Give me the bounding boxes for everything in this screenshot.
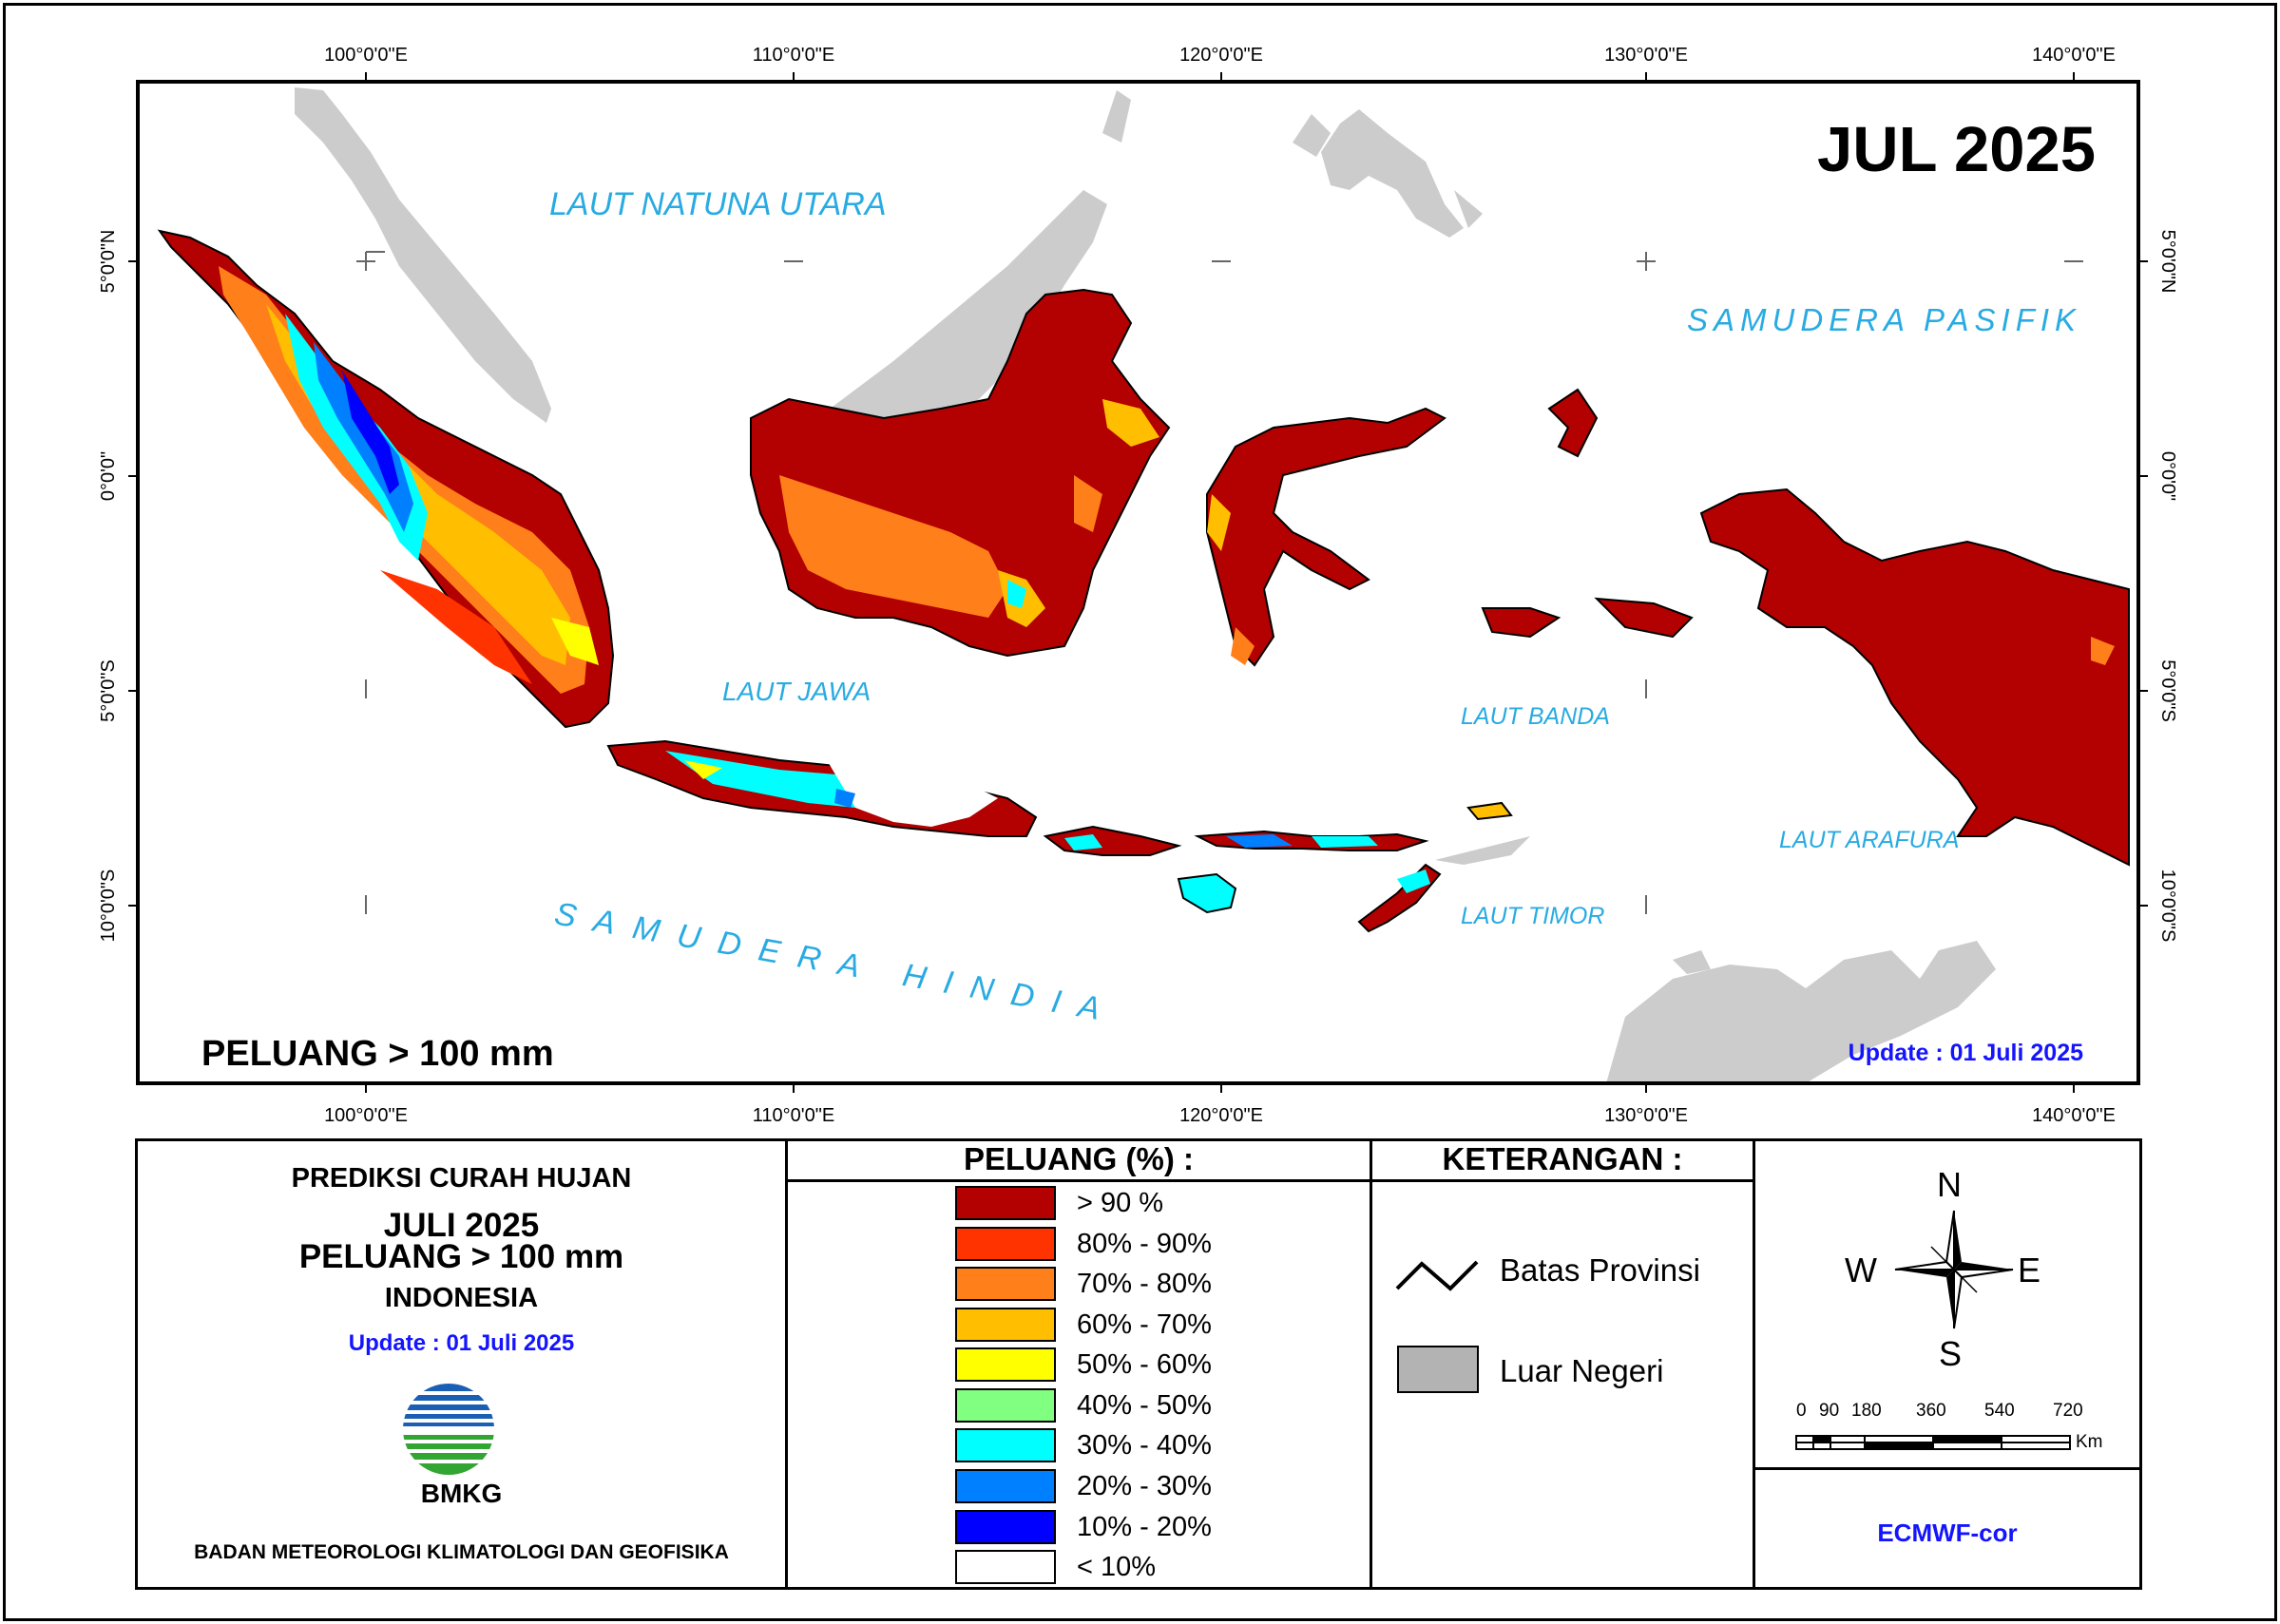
map-frame <box>3 3 2277 1621</box>
lon-tick-bottom: 130°0'0"E <box>1604 1105 1688 1126</box>
scale-bar <box>1795 1435 2071 1450</box>
legend-swatch <box>955 1510 1056 1544</box>
scale-tick-label: 360 <box>1916 1401 1946 1421</box>
legend-swatch <box>955 1388 1056 1423</box>
legend-label: 70% - 80% <box>1077 1269 1212 1299</box>
sea-label: LAUT BANDA <box>1461 703 1610 730</box>
scale-tick-label: 0 <box>1796 1401 1807 1421</box>
lat-tick-left: 5°0'0"S <box>98 659 119 722</box>
info-panel <box>135 1138 788 1590</box>
legend-label: 40% - 50% <box>1077 1390 1212 1421</box>
month-label: JUL 2025 <box>1817 114 2096 185</box>
halmahera-island <box>1547 388 1599 458</box>
compass-w: W <box>1845 1251 1877 1290</box>
legend-swatch <box>955 1428 1056 1462</box>
lat-tick-right: 5°0'0"N <box>2157 230 2178 294</box>
alor-island <box>1466 801 1513 821</box>
legend-swatch <box>955 1347 1056 1382</box>
info-update: Update : 01 Juli 2025 <box>348 1330 575 1356</box>
legend-swatch <box>955 1186 1056 1220</box>
keterangan-title: KETERANGAN : <box>1442 1141 1683 1176</box>
lat-tick-right: 10°0'0"S <box>2157 869 2178 943</box>
lon-tick-top: 130°0'0"E <box>1604 45 1688 66</box>
legend-swatch <box>955 1227 1056 1261</box>
province-boundary-icon <box>1395 1260 1479 1291</box>
scale-tick-label: 540 <box>1984 1401 2015 1421</box>
luar-negeri-label: Luar Negeri <box>1500 1353 1664 1388</box>
info-title: PREDIKSI CURAH HUJAN <box>291 1163 632 1194</box>
scale-tick-label: 90 <box>1819 1401 1840 1421</box>
lon-tick-bottom: 110°0'0"E <box>753 1105 834 1126</box>
lat-tick-left: 0°0'0" <box>98 451 119 501</box>
legend-swatch <box>955 1267 1056 1301</box>
scale-unit: Km <box>2076 1432 2103 1452</box>
sea-label: LAUT JAWA <box>722 677 871 706</box>
peluang-label: PELUANG > 100 mm <box>201 1034 554 1074</box>
sea-label: LAUT TIMOR <box>1461 903 1604 929</box>
keterangan-header <box>1370 1138 1755 1182</box>
sea-label: LAUT ARAFURA <box>1779 827 1959 853</box>
lon-tick-top: 120°0'0"E <box>1179 45 1263 66</box>
lon-labels: 100°0'0"E 110°0'0"E 120°0'0"E 130°0'0"E … <box>324 45 2116 1126</box>
bmkg-logo-text: BMKG <box>420 1479 503 1508</box>
model-label: ECMWF-cor <box>1877 1519 2018 1547</box>
legend-label: 20% - 30% <box>1077 1471 1212 1501</box>
info-threshold: PELUANG > 100 mm <box>298 1238 624 1275</box>
seram-island <box>1594 597 1694 639</box>
lat-tick-right: 0°0'0" <box>2157 451 2178 501</box>
legend-label: < 10% <box>1077 1552 1157 1582</box>
sumba-island <box>1177 872 1237 914</box>
lon-tick-bottom: 140°0'0"E <box>2032 1105 2116 1126</box>
graticule <box>356 251 2083 914</box>
compass-panel <box>1753 1138 2142 1590</box>
info-region: INDONESIA <box>384 1283 539 1313</box>
compass-n: N <box>1937 1165 1962 1204</box>
update-label: Update : 01 Juli 2025 <box>1849 1040 2083 1066</box>
axis-ticks <box>128 72 2148 1093</box>
legend-label: > 90 % <box>1077 1188 1164 1218</box>
papua-island <box>1699 487 2130 867</box>
scale-tick-label: 720 <box>2053 1401 2083 1421</box>
lat-tick-right: 5°0'0"S <box>2157 659 2178 722</box>
legend-swatch <box>955 1550 1056 1584</box>
info-month: JULI 2025 <box>383 1207 540 1244</box>
legend-swatch <box>955 1308 1056 1342</box>
lon-tick-bottom: 120°0'0"E <box>1179 1105 1263 1126</box>
lat-labels: 5°0'0"N 0°0'0" 5°0'0"S 10°0'0"S 5°0'0"N … <box>98 230 2178 943</box>
legend-label: 80% - 90% <box>1077 1229 1212 1259</box>
legend-title: PELUANG (%) : <box>964 1141 1194 1176</box>
lon-tick-top: 100°0'0"E <box>324 45 408 66</box>
foreign-land <box>295 87 1996 1081</box>
lat-tick-left: 10°0'0"S <box>98 869 119 943</box>
sea-label: LAUT NATUNA UTARA <box>549 186 887 222</box>
north-arrow-icon <box>1894 1210 2014 1329</box>
legend-header <box>785 1138 1372 1182</box>
bmkg-logo <box>403 1384 494 1475</box>
lat-tick-left: 5°0'0"N <box>98 230 119 294</box>
legend-label: 10% - 20% <box>1077 1512 1212 1542</box>
sea-label: SAMUDERA PASIFIK <box>1687 302 2081 337</box>
panel-divider <box>1753 1467 2142 1470</box>
compass-s: S <box>1939 1334 1963 1373</box>
lon-tick-top: 140°0'0"E <box>2032 45 2116 66</box>
legend-panel <box>785 1138 1372 1590</box>
legend-swatch <box>955 1469 1056 1503</box>
legend-label: 60% - 70% <box>1077 1309 1212 1340</box>
lon-tick-top: 110°0'0"E <box>753 45 834 66</box>
buru-island <box>1481 607 1562 639</box>
legend-label: 30% - 40% <box>1077 1430 1212 1461</box>
lon-tick-bottom: 100°0'0"E <box>324 1105 408 1126</box>
legend-label: 50% - 60% <box>1077 1349 1212 1380</box>
agency-name: BADAN METEOROLOGI KLIMATOLOGI DAN GEOFIS… <box>194 1541 729 1563</box>
foreign-land-swatch <box>1397 1346 1479 1393</box>
batas-provinsi-label: Batas Provinsi <box>1500 1252 1700 1288</box>
compass-e: E <box>2018 1251 2041 1290</box>
scale-tick-label: 180 <box>1851 1401 1882 1421</box>
